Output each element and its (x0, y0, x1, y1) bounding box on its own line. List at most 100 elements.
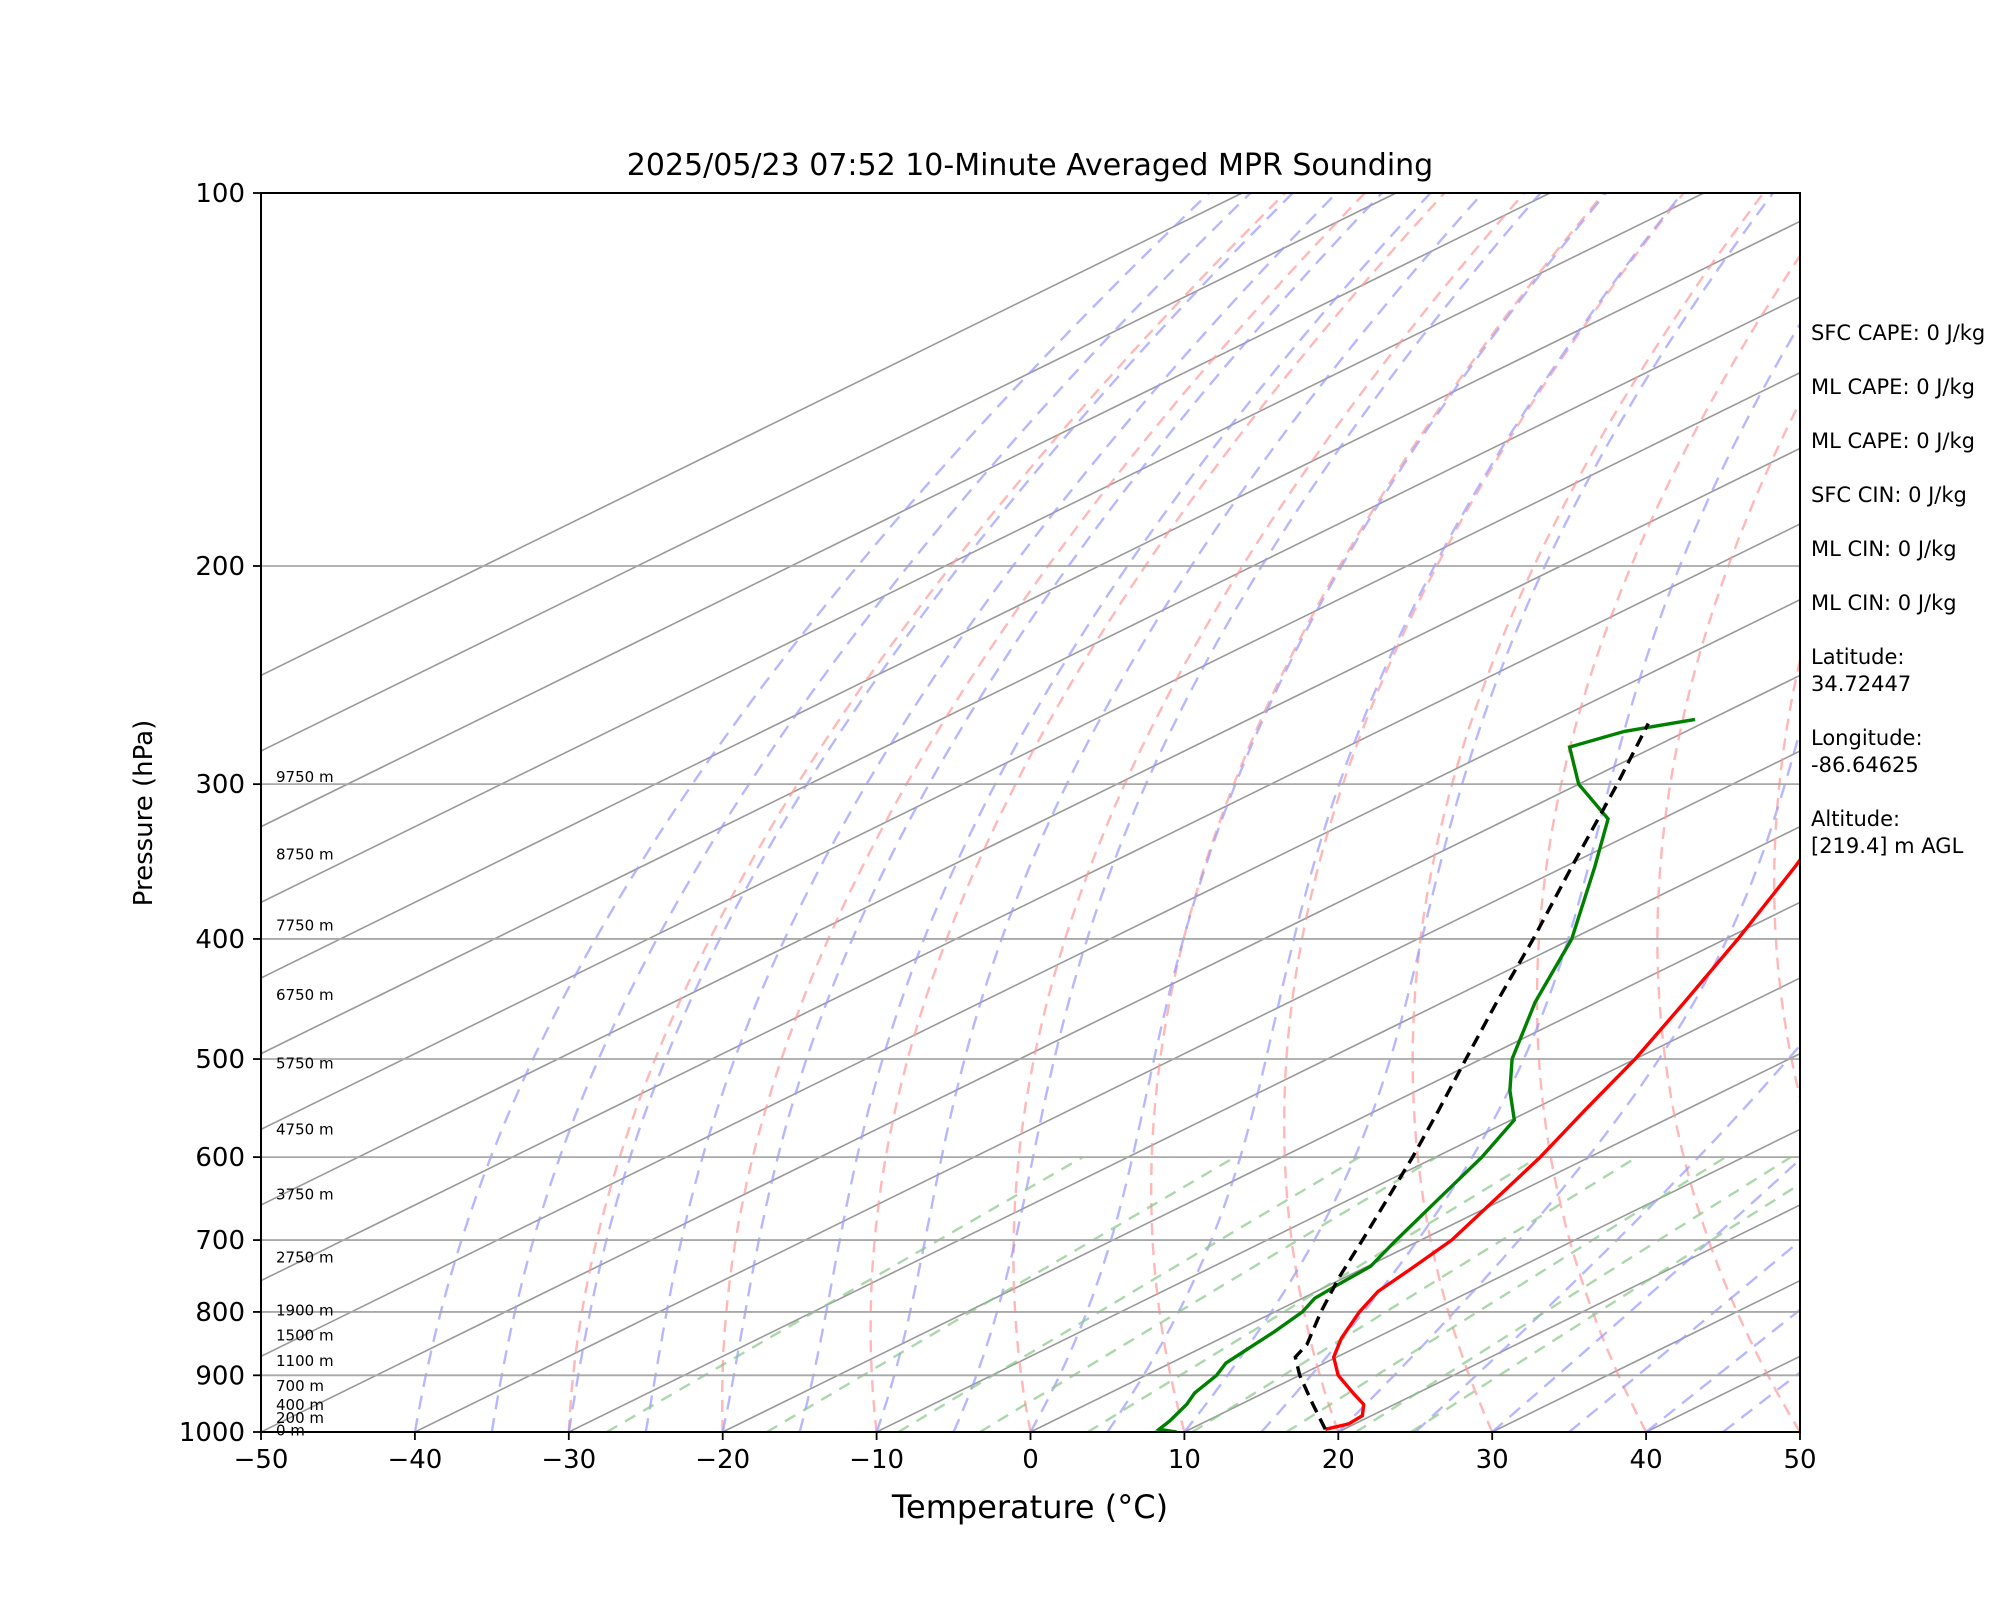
moist-adiabat-line (721, 193, 1383, 1432)
height-label: 1100 m (276, 1352, 334, 1370)
y-tick-label: 700 (195, 1226, 245, 1256)
height-label: 5750 m (276, 1054, 334, 1072)
isotherm-line (261, 296, 1800, 1055)
y-axis-label: Pressure (hPa) (129, 720, 159, 907)
annotation-text: Altitude: [219.4] m AGL (1811, 807, 1964, 858)
annotation-text: SFC CAPE: 0 J/kg (1811, 321, 1985, 345)
mixing-ratio-line (1191, 1156, 1638, 1432)
isotherm-line (414, 750, 1800, 1432)
height-label: 1900 m (276, 1302, 334, 1320)
y-tick-label: 500 (195, 1045, 245, 1075)
series-line-2 (1154, 717, 1696, 1432)
moist-adiabat-line (490, 193, 1252, 1432)
isotherm-line (261, 220, 1800, 979)
height-label: 1500 m (276, 1327, 334, 1345)
moist-adiabat-line (1183, 193, 1774, 1432)
isotherm-line (261, 598, 1800, 1358)
x-tick-label: 0 (1022, 1445, 1039, 1475)
isotherm-line (1030, 1052, 1800, 1432)
height-label: 8750 m (276, 846, 334, 864)
x-tick-label: 40 (1630, 1445, 1663, 1475)
height-label: 200 m (276, 1409, 324, 1427)
isotherm-line (261, 523, 1800, 1282)
x-tick-label: 10 (1168, 1445, 1201, 1475)
isotherm-line (1184, 1128, 1800, 1432)
isotherm-line (261, 193, 1705, 904)
axes: −50 −40 −30 −20 −10 0 10 20 30 40 50 1000 900 800 700 6… (179, 179, 1817, 1475)
moist-adiabat-line (567, 193, 1294, 1432)
annotation-line: Altitude: (1811, 807, 1900, 831)
annotation-text: Latitude: 34.72447 (1811, 645, 1911, 696)
dry-adiabat-line (1535, 253, 1800, 1432)
annotation-line: -86.64625 (1811, 753, 1919, 777)
mixing-ratio-line (1355, 1156, 1792, 1432)
height-label: 3750 m (276, 1185, 334, 1203)
y-tick-label: 1000 (179, 1418, 245, 1448)
isotherm-line (876, 977, 1800, 1432)
y-tick-label: 200 (195, 552, 245, 582)
height-label: 2750 m (276, 1248, 334, 1266)
annotation-line: ML CAPE: 0 J/kg (1811, 429, 1975, 453)
isotherm-line (261, 371, 1800, 1131)
annotation-line: ML CIN: 0 J/kg (1811, 537, 1957, 561)
mixing-ratio-line (766, 1156, 1236, 1432)
x-tick-label: −20 (695, 1445, 750, 1475)
x-tick-label: 30 (1476, 1445, 1509, 1475)
dry-adiabat-line (1012, 193, 1526, 1432)
annotation-text: SFC CIN: 0 J/kg (1811, 483, 1967, 507)
annotation-text: Longitude: -86.64625 (1811, 726, 1923, 777)
moist-adiabat-line (1414, 1043, 1800, 1432)
height-label: 0 m (276, 1421, 305, 1439)
x-tick-label: −30 (541, 1445, 596, 1475)
y-tick-label: 100 (195, 179, 245, 209)
height-label: 4750 m (276, 1121, 334, 1139)
moist-adiabat-line (413, 193, 1210, 1432)
y-tick-label: 600 (195, 1143, 245, 1173)
annotation-text: ML CAPE: 0 J/kg (1811, 375, 1975, 399)
annotation-line: Longitude: (1811, 726, 1923, 750)
annotation-line: ML CAPE: 0 J/kg (1811, 375, 1975, 399)
annotation-line: 34.72447 (1811, 672, 1911, 696)
dry-adiabat-line (721, 193, 1366, 1432)
height-label: 700 m (276, 1377, 324, 1395)
y-tick-label: 400 (195, 925, 245, 955)
mixing-ratio-line (979, 1156, 1438, 1432)
x-tick-label: −40 (387, 1445, 442, 1475)
isotherm-line (261, 193, 1551, 828)
isotherm-line (261, 193, 1243, 677)
height-label: 400 m (276, 1396, 324, 1414)
annotation-text: ML CIN: 0 J/kg (1811, 537, 1957, 561)
dry-adiabat-line (869, 193, 1446, 1432)
height-label: 6750 m (276, 986, 334, 1004)
dry-adiabat-line (567, 193, 1286, 1432)
mixing-ratio-line (897, 1156, 1361, 1432)
annotation-line: SFC CIN: 0 J/kg (1811, 483, 1967, 507)
isotherm-line (261, 674, 1800, 1432)
series-lines (1154, 717, 1800, 1432)
x-tick-label: 20 (1322, 1445, 1355, 1475)
moist-adiabat-line (952, 193, 1542, 1432)
dry-adiabat-line (1149, 193, 1605, 1432)
annotation-line: Latitude: (1811, 645, 1905, 669)
isotherm-line (568, 825, 1800, 1432)
annotation-text: ML CIN: 0 J/kg (1811, 591, 1957, 615)
annotation-text: ML CAPE: 0 J/kg (1811, 429, 1975, 453)
x-tick-label: −50 (234, 1445, 289, 1475)
series-line-1 (1324, 857, 1800, 1431)
x-tick-label: 50 (1783, 1445, 1816, 1475)
isotherm-line (1337, 1204, 1800, 1432)
moist-adiabat-line (1337, 726, 1800, 1432)
mixing-ratio-line (1410, 1182, 1800, 1432)
isotherm-line (261, 447, 1800, 1206)
moist-adiabat-line (1645, 1308, 1800, 1432)
y-tick-label: 300 (195, 770, 245, 800)
mixing-ratio-line (606, 1156, 1084, 1432)
moist-adiabat-line (644, 193, 1338, 1432)
isotherm-line (261, 193, 1397, 752)
dry-adiabat-line (1411, 193, 1765, 1432)
mixing-ratio-line (1285, 1156, 1727, 1432)
dry-adiabat-line (1282, 193, 1685, 1432)
y-tick-label: 800 (195, 1298, 245, 1328)
mixing-ratio-line (1087, 1156, 1540, 1432)
